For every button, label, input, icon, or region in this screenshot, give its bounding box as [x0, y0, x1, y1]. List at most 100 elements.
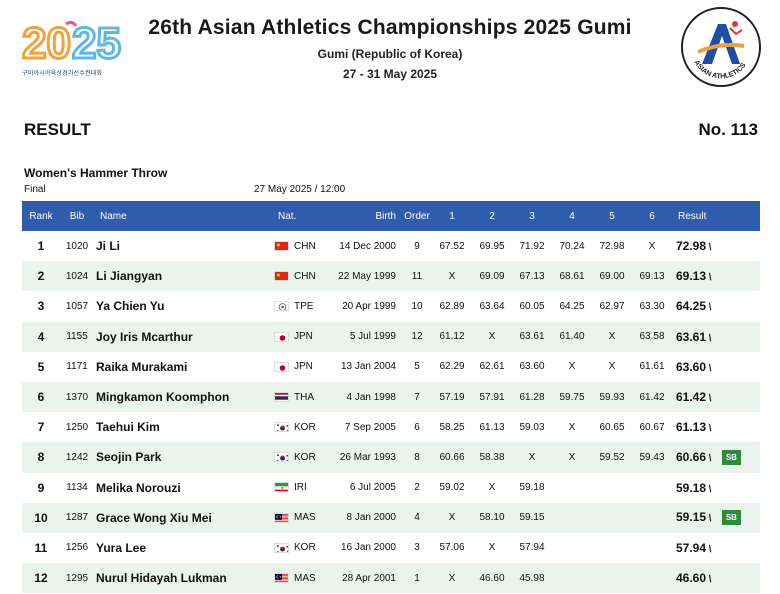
- table-row: 8 1242 Seojin Park KOR 26 Mar 1993 8 60.66 58.3…: [22, 442, 760, 473]
- result-value: 64.25: [676, 299, 707, 314]
- birth-cell: 14 Dec 2000: [339, 240, 396, 252]
- attempt-6-cell: 69.13: [639, 270, 665, 282]
- table-row: 7 1250 Taehui Kim KOR 7 Sep 2005 6 58.25 61.13 5…: [22, 412, 760, 442]
- col-attempt-2: 2: [489, 210, 495, 222]
- attempt-4-cell: X: [568, 451, 576, 463]
- attempt-6-cell: [632, 563, 672, 593]
- result-value: 61.13: [676, 420, 707, 435]
- attempt-1-cell: 57.19: [439, 391, 465, 403]
- table-row: 1 1020 Ji Li CHN 14 Dec 2000 9 67.52 69.95 71.92…: [22, 231, 760, 261]
- nationality-cell: IRI: [272, 473, 334, 503]
- col-attempt-6: 6: [649, 210, 655, 222]
- attempt-3-cell: 63.61: [519, 331, 545, 343]
- nat-code: KOR: [294, 421, 316, 433]
- bib-cell: 1024: [65, 270, 89, 282]
- nationality-cell: TPE: [272, 291, 334, 321]
- order-cell: 7: [414, 391, 420, 403]
- athlete-name-cell: Ji Li: [96, 239, 121, 254]
- attempt-1-cell: 57.06: [439, 542, 465, 554]
- attempt-1-cell: 62.29: [439, 361, 465, 373]
- attempt-6-cell: 59.43: [639, 451, 665, 463]
- nat-code: KOR: [294, 542, 316, 554]
- order-cell: 9: [414, 240, 420, 252]
- attempt-5-cell: 72.98: [599, 240, 625, 252]
- attempt-4-cell: X: [568, 421, 576, 433]
- kor-flag-icon: [274, 542, 289, 553]
- rank-cell: 7: [37, 420, 45, 435]
- result-cell: 61.13/: [672, 412, 760, 442]
- nationality-cell: CHN: [272, 261, 334, 291]
- chn-flag-icon: [274, 240, 289, 251]
- attempt-6-cell: [632, 503, 672, 533]
- table-row: 3 1057 Ya Chien Yu TPE 20 Apr 1999 10 62.89 63.…: [22, 291, 760, 321]
- mas-flag-icon: [274, 512, 289, 523]
- checkmark-icon: /: [707, 392, 714, 405]
- result-value: 59.18: [676, 480, 707, 495]
- rank-cell: 6: [37, 390, 45, 405]
- athlete-name-cell: Seojin Park: [96, 450, 162, 465]
- document-header: 26th Asian Athletics Championships 2025 …: [140, 16, 640, 81]
- result-value: 72.98: [676, 239, 707, 254]
- attempt-4-cell: 70.24: [559, 240, 585, 252]
- checkmark-icon: /: [707, 241, 714, 254]
- rank-cell: 5: [37, 359, 45, 374]
- birth-cell: 22 May 1999: [338, 270, 396, 282]
- col-attempt-5: 5: [609, 210, 615, 222]
- round-name: Final: [24, 184, 46, 195]
- chn-flag-icon: [274, 271, 289, 282]
- col-bib: Bib: [69, 210, 85, 222]
- table-row: 11 1256 Yura Lee KOR 16 Jan 2000 3 57.06 X 57.94…: [22, 533, 760, 563]
- bib-cell: 1295: [65, 572, 89, 584]
- checkmark-icon: /: [707, 362, 714, 374]
- bib-cell: 1250: [65, 421, 89, 433]
- attempt-2-cell: 62.61: [479, 361, 505, 373]
- col-birth: Birth: [375, 210, 396, 222]
- birth-cell: 4 Jan 1998: [346, 391, 397, 403]
- attempt-4-cell: 64.25: [559, 300, 585, 312]
- bib-cell: 1287: [65, 512, 89, 524]
- checkmark-icon: /: [707, 423, 714, 435]
- checkmark-icon: /: [707, 332, 714, 344]
- athlete-name-cell: Raika Murakami: [96, 359, 188, 374]
- attempt-5-cell: X: [608, 361, 616, 373]
- checkmark-icon: /: [707, 574, 714, 586]
- attempt-2-cell: 57.91: [479, 391, 505, 403]
- result-cell: 63.60/: [672, 352, 760, 382]
- attempt-6-cell: 61.42: [639, 391, 665, 403]
- order-cell: 4: [414, 512, 420, 524]
- attempt-5-cell: [592, 533, 632, 563]
- table-header-row: Rank Bib Name Nat. Birth Order 1 2 3 4 5…: [22, 201, 760, 231]
- result-cell: 61.42/: [672, 382, 760, 412]
- attempt-2-cell: 69.95: [479, 240, 505, 252]
- birth-cell: 28 Apr 2001: [342, 572, 396, 584]
- rank-cell: 8: [37, 450, 45, 465]
- result-cell: 63.61/: [672, 322, 760, 352]
- birth-cell: 5 Jul 1999: [349, 331, 396, 343]
- attempt-6-cell: [632, 533, 672, 563]
- result-value: 46.60: [676, 571, 707, 586]
- birth-cell: 26 Mar 1993: [339, 451, 396, 463]
- order-cell: 6: [414, 421, 420, 433]
- mas-flag-icon: [274, 573, 289, 584]
- attempt-2-cell: X: [488, 331, 496, 343]
- attempt-3-cell: 59.03: [519, 421, 545, 433]
- attempt-5-cell: [592, 563, 632, 593]
- rank-cell: 9: [37, 480, 45, 495]
- attempt-3-cell: 63.60: [519, 361, 545, 373]
- result-cell: 57.94/: [672, 533, 760, 563]
- nationality-cell: MAS: [272, 563, 334, 593]
- attempt-5-cell: [592, 503, 632, 533]
- nationality-cell: CHN: [272, 231, 334, 261]
- svg-text:25: 25: [72, 19, 121, 66]
- nationality-cell: KOR: [272, 412, 334, 442]
- checkmark-icon: /: [707, 543, 714, 556]
- rank-cell: 2: [37, 269, 45, 284]
- attempt-3-cell: 59.18: [519, 482, 545, 494]
- attempt-3-cell: 71.92: [519, 240, 545, 252]
- birth-cell: 7 Sep 2005: [344, 421, 396, 433]
- attempt-6-cell: 63.30: [639, 300, 665, 312]
- athlete-name-cell: Melika Norouzi: [96, 480, 181, 495]
- nat-code: KOR: [294, 451, 316, 463]
- checkmark-icon: /: [707, 483, 714, 495]
- result-cell: 59.15/ SB: [672, 503, 760, 533]
